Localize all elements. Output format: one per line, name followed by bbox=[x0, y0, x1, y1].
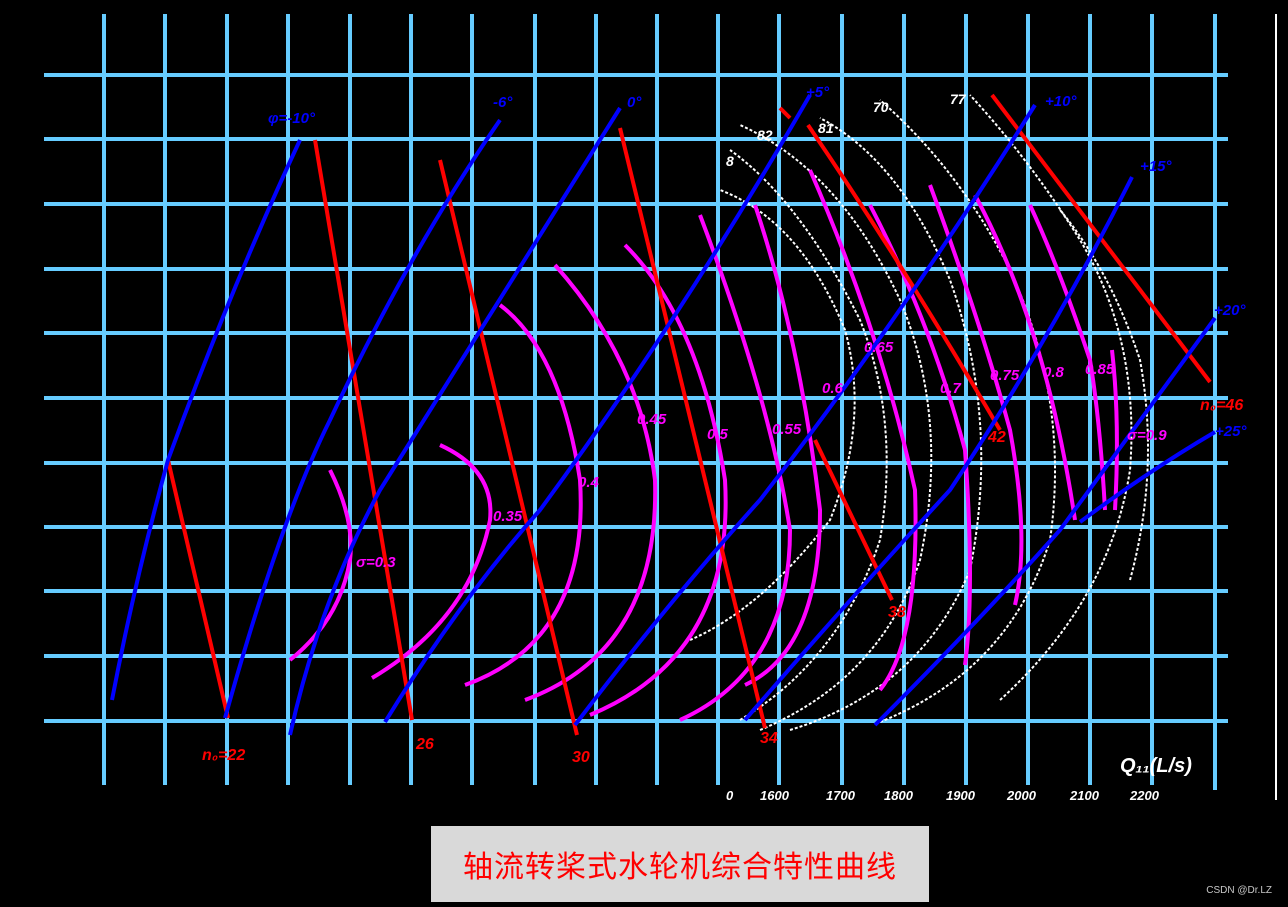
label-speed-22: n₀=22 bbox=[202, 747, 245, 764]
label-speed-42: 42 bbox=[987, 429, 1006, 446]
label-sigma-0.7: 0.7 bbox=[940, 380, 962, 397]
label-sigma-0.6: 0.6 bbox=[822, 380, 844, 397]
label-sigma-0.55: 0.55 bbox=[772, 421, 802, 438]
label-sigma-0.75: 0.75 bbox=[990, 367, 1020, 384]
caption-box: 轴流转桨式水轮机综合特性曲线 bbox=[431, 826, 929, 902]
label-sigma-0.9: σ=0.9 bbox=[1127, 427, 1167, 444]
label-eta-8: 8 bbox=[726, 153, 734, 169]
label-speed-46: n₀=46 bbox=[1200, 397, 1243, 414]
watermark: CSDN @Dr.LZ bbox=[1206, 885, 1272, 896]
blade-angle-lines bbox=[110, 93, 1217, 736]
x-tick-1800: 1800 bbox=[884, 788, 914, 803]
chart-caption: 轴流转桨式水轮机综合特性曲线 bbox=[463, 850, 897, 885]
label-speed-38: 38 bbox=[888, 604, 906, 621]
x-tick-2100: 2100 bbox=[1069, 788, 1100, 803]
label-eta-77: 77 bbox=[950, 91, 967, 107]
x-tick-0: 0 bbox=[726, 788, 734, 803]
label-blade-20: +20° bbox=[1214, 302, 1246, 319]
label-blade-15: +15° bbox=[1140, 158, 1172, 175]
label-speed-30: 30 bbox=[572, 749, 590, 766]
label-sigma-0.5: 0.5 bbox=[707, 426, 729, 443]
x-axis-label: Q₁₁(L/s) bbox=[1120, 755, 1192, 777]
cavitation-curves bbox=[288, 169, 1119, 722]
label-sigma-0.45: 0.45 bbox=[637, 411, 667, 428]
label-blade-5: +5° bbox=[806, 84, 830, 101]
label-sigma-0.8: 0.8 bbox=[1043, 364, 1065, 381]
x-tick-1700: 1700 bbox=[826, 788, 856, 803]
label-blade-10: +10° bbox=[1045, 93, 1077, 110]
label-sigma-0.4: 0.4 bbox=[578, 474, 600, 491]
speed-lines bbox=[166, 93, 1212, 736]
x-tick-1600: 1600 bbox=[760, 788, 790, 803]
label-sigma-0.85: 0.85 bbox=[1085, 361, 1115, 378]
label-eta-70: 70 bbox=[873, 99, 889, 115]
label-speed-26: 26 bbox=[415, 736, 434, 753]
label-sigma-0.65: 0.65 bbox=[864, 339, 894, 356]
label-blade-0: 0° bbox=[627, 94, 642, 111]
efficiency-contours bbox=[689, 94, 1149, 731]
x-tick-1900: 1900 bbox=[946, 788, 976, 803]
characteristic-chart: φ=-10° -6° 0° +5° +10° +15° +20° +25° n₀… bbox=[44, 14, 1277, 803]
grid bbox=[44, 14, 1228, 790]
label-sigma-0.35: 0.35 bbox=[493, 508, 523, 525]
label-eta-81: 81 bbox=[818, 120, 834, 136]
x-tick-2200: 2200 bbox=[1129, 788, 1160, 803]
label-eta-82: 82 bbox=[757, 127, 773, 143]
label-blade-neg10: φ=-10° bbox=[268, 110, 316, 127]
label-blade-25: +25° bbox=[1215, 423, 1247, 440]
label-sigma-0.3: σ=0.3 bbox=[356, 554, 396, 571]
x-tick-2000: 2000 bbox=[1006, 788, 1037, 803]
label-blade-neg6: -6° bbox=[493, 94, 513, 111]
label-speed-34: 34 bbox=[760, 730, 778, 747]
